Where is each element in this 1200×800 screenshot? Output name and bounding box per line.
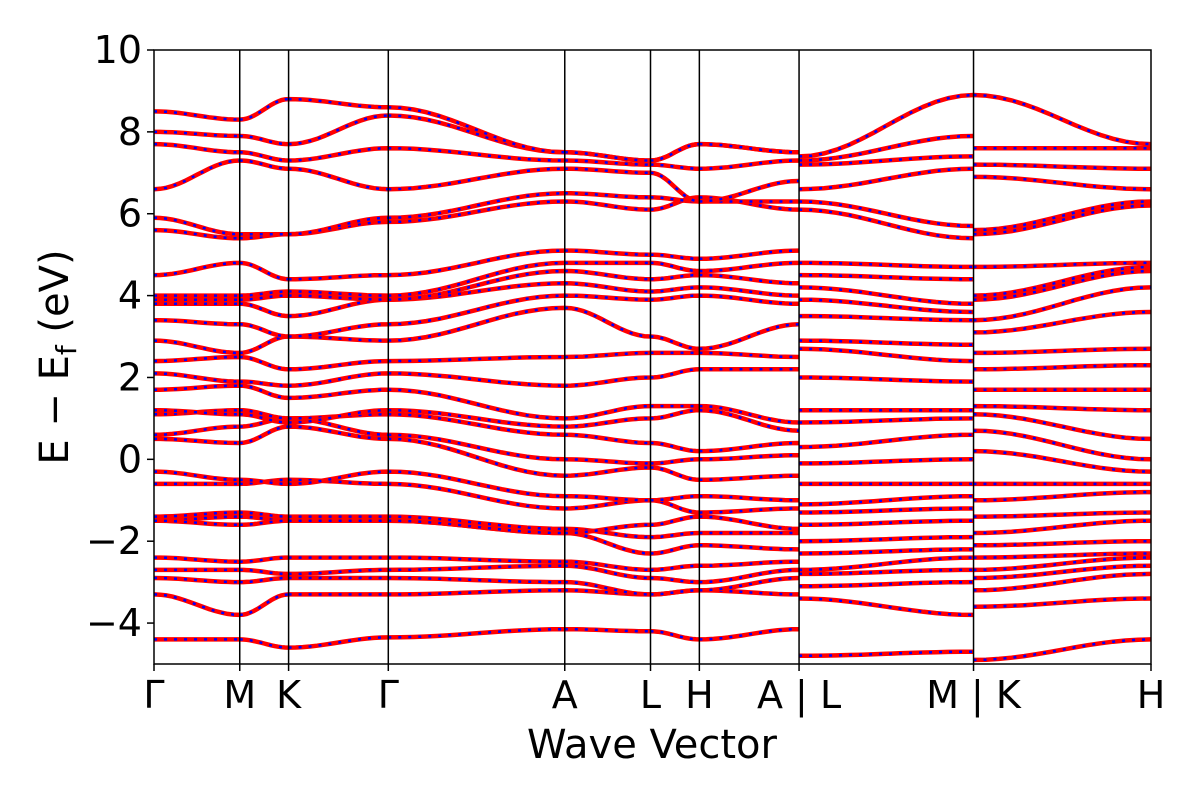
band-5-down — [154, 515, 1151, 559]
x-tick-label: M — [223, 673, 256, 717]
high-symmetry-lines — [238, 50, 975, 664]
band-16-down — [154, 347, 1151, 371]
band-17-down — [154, 306, 1151, 355]
y-tick-label: −2 — [86, 519, 142, 563]
band-21-down — [154, 261, 1151, 297]
y-tick-label: −4 — [86, 601, 142, 645]
y-axis-title-sub: f — [50, 344, 83, 355]
y-axis: −4 −2 0 2 4 6 8 10 — [86, 28, 154, 645]
band-20-down — [154, 269, 1151, 306]
band-6-down — [154, 511, 1151, 547]
x-tick-label: H — [1137, 673, 1166, 717]
band-11-down — [154, 417, 1151, 473]
x-tick-label: A | L — [757, 673, 841, 718]
x-tick-label: Γ — [378, 673, 399, 717]
band-14-down — [154, 384, 1151, 424]
band-8-down — [154, 478, 1151, 518]
band-22-down — [154, 249, 1151, 281]
y-tick-label: 0 — [118, 437, 142, 481]
band-15-down — [154, 368, 1151, 391]
x-tick-label: L — [640, 673, 661, 717]
band-24-down — [154, 192, 1151, 236]
band-18-down — [154, 294, 1151, 338]
x-axis-title: Wave Vector — [527, 722, 778, 768]
y-tick-label: 2 — [118, 355, 142, 399]
band-10-down — [154, 425, 1151, 486]
y-tick-label: 10 — [94, 28, 142, 72]
plot-frame — [153, 49, 1152, 665]
y-axis-title-unit: (eV) — [32, 249, 78, 345]
y-tick-label: 4 — [118, 274, 142, 318]
y-tick-label: 6 — [118, 192, 142, 236]
x-tick-label: K — [276, 673, 302, 717]
y-tick-label: 8 — [118, 110, 142, 154]
x-tick-label: H — [685, 673, 714, 717]
plot-background — [154, 50, 1151, 664]
band-3-down — [154, 564, 1151, 584]
band-7-down — [154, 515, 1151, 535]
band-26-down — [154, 142, 1151, 170]
band-0-down — [154, 627, 1151, 662]
band-13-down — [154, 408, 1151, 441]
bands-group — [154, 92, 1151, 663]
x-tick-label: M | K — [926, 673, 1022, 718]
y-axis-title: E − Ef (eV) — [32, 249, 83, 464]
band-19-down — [154, 282, 1151, 322]
band-9-down — [154, 470, 1151, 506]
band-4-down — [154, 556, 1151, 572]
band-2-down — [154, 572, 1151, 596]
x-tick-label: Γ — [143, 673, 164, 717]
band-1-down — [154, 589, 1151, 617]
x-tick-label: A — [552, 673, 578, 717]
band-25-down — [154, 159, 1151, 203]
y-axis-title-main: E − E — [32, 355, 78, 465]
band-28-down — [154, 93, 1151, 162]
